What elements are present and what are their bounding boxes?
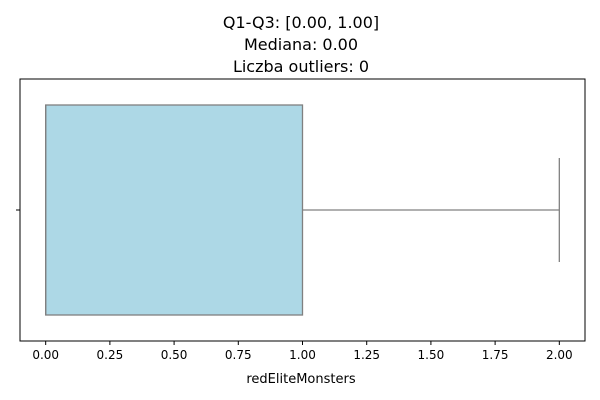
title-line-3: Liczba outliers: 0 xyxy=(233,57,369,76)
iqr-box xyxy=(45,104,304,316)
x-tick-label: 0.25 xyxy=(97,348,124,362)
chart-title: Q1-Q3: [0.00, 1.00] Mediana: 0.00 Liczba… xyxy=(223,13,379,76)
x-tick-label: 0.00 xyxy=(32,348,59,362)
title-line-1: Q1-Q3: [0.00, 1.00] xyxy=(223,13,379,32)
x-tick-label: 0.50 xyxy=(161,348,188,362)
x-tick-label: 2.00 xyxy=(546,348,573,362)
x-tick-label: 1.75 xyxy=(482,348,509,362)
x-tick-label: 0.75 xyxy=(225,348,252,362)
x-tick-label: 1.25 xyxy=(353,348,380,362)
plot-area xyxy=(19,78,586,342)
x-axis-label: redEliteMonsters xyxy=(246,372,355,387)
x-tick-label: 1.50 xyxy=(418,348,445,362)
x-axis-ticks: 0.00 0.25 0.50 0.75 1.00 1.25 1.50 1.75 2.00 xyxy=(16,209,573,362)
title-line-2: Mediana: 0.00 xyxy=(244,35,358,54)
x-tick-label: 1.00 xyxy=(289,348,316,362)
